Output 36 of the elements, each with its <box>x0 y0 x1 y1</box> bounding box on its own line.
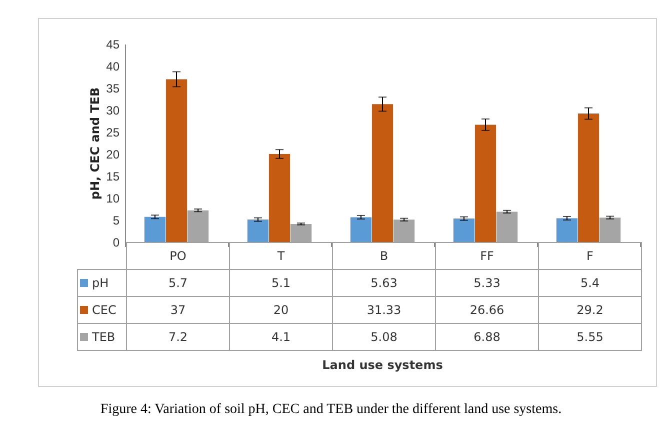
y-tick-label: 15 <box>106 170 120 184</box>
x-tick-label: PO <box>126 242 230 270</box>
y-tick-label: 20 <box>106 148 120 162</box>
data-label: 5.63 <box>332 270 436 296</box>
x-tick-label: F <box>538 242 642 270</box>
y-tick-label: 35 <box>106 82 120 96</box>
x-tick-label: FF <box>436 242 538 270</box>
data-label: 6.88 <box>436 324 538 350</box>
legend-label: TEB <box>78 324 126 350</box>
x-tick-label: B <box>332 242 436 270</box>
x-tick-label: T <box>230 242 332 270</box>
legend-label: pH <box>78 270 126 296</box>
y-tick-label: 45 <box>106 38 120 52</box>
data-label: 5.1 <box>230 270 332 296</box>
data-label: 4.1 <box>230 324 332 350</box>
y-tick-label: 25 <box>106 126 120 140</box>
data-label: 29.2 <box>538 296 642 324</box>
y-tick-label: 5 <box>112 214 120 228</box>
data-label: 5.55 <box>538 324 642 350</box>
data-label: 5.33 <box>436 270 538 296</box>
y-tick-label: 30 <box>106 104 120 118</box>
data-label: 5.4 <box>538 270 642 296</box>
y-tick-label: 10 <box>106 192 120 206</box>
data-label: 5.7 <box>126 270 230 296</box>
data-label: 37 <box>126 296 230 324</box>
data-label: 26.66 <box>436 296 538 324</box>
text: Land use systems <box>321 358 444 372</box>
y-tick-label: 0 <box>112 236 120 250</box>
y-tick-label: 40 <box>106 60 120 74</box>
data-label: 31.33 <box>332 296 436 324</box>
data-label: 7.2 <box>126 324 230 350</box>
caption: Figure 4: Variation of soil pH, CEC and TEB under the different land use systems. <box>99 402 563 418</box>
data-label: 20 <box>230 296 332 324</box>
y-axis-title: pH, CEC and TEB <box>88 87 102 200</box>
legend-label: CEC <box>78 296 126 324</box>
data-label: 5.08 <box>332 324 436 350</box>
